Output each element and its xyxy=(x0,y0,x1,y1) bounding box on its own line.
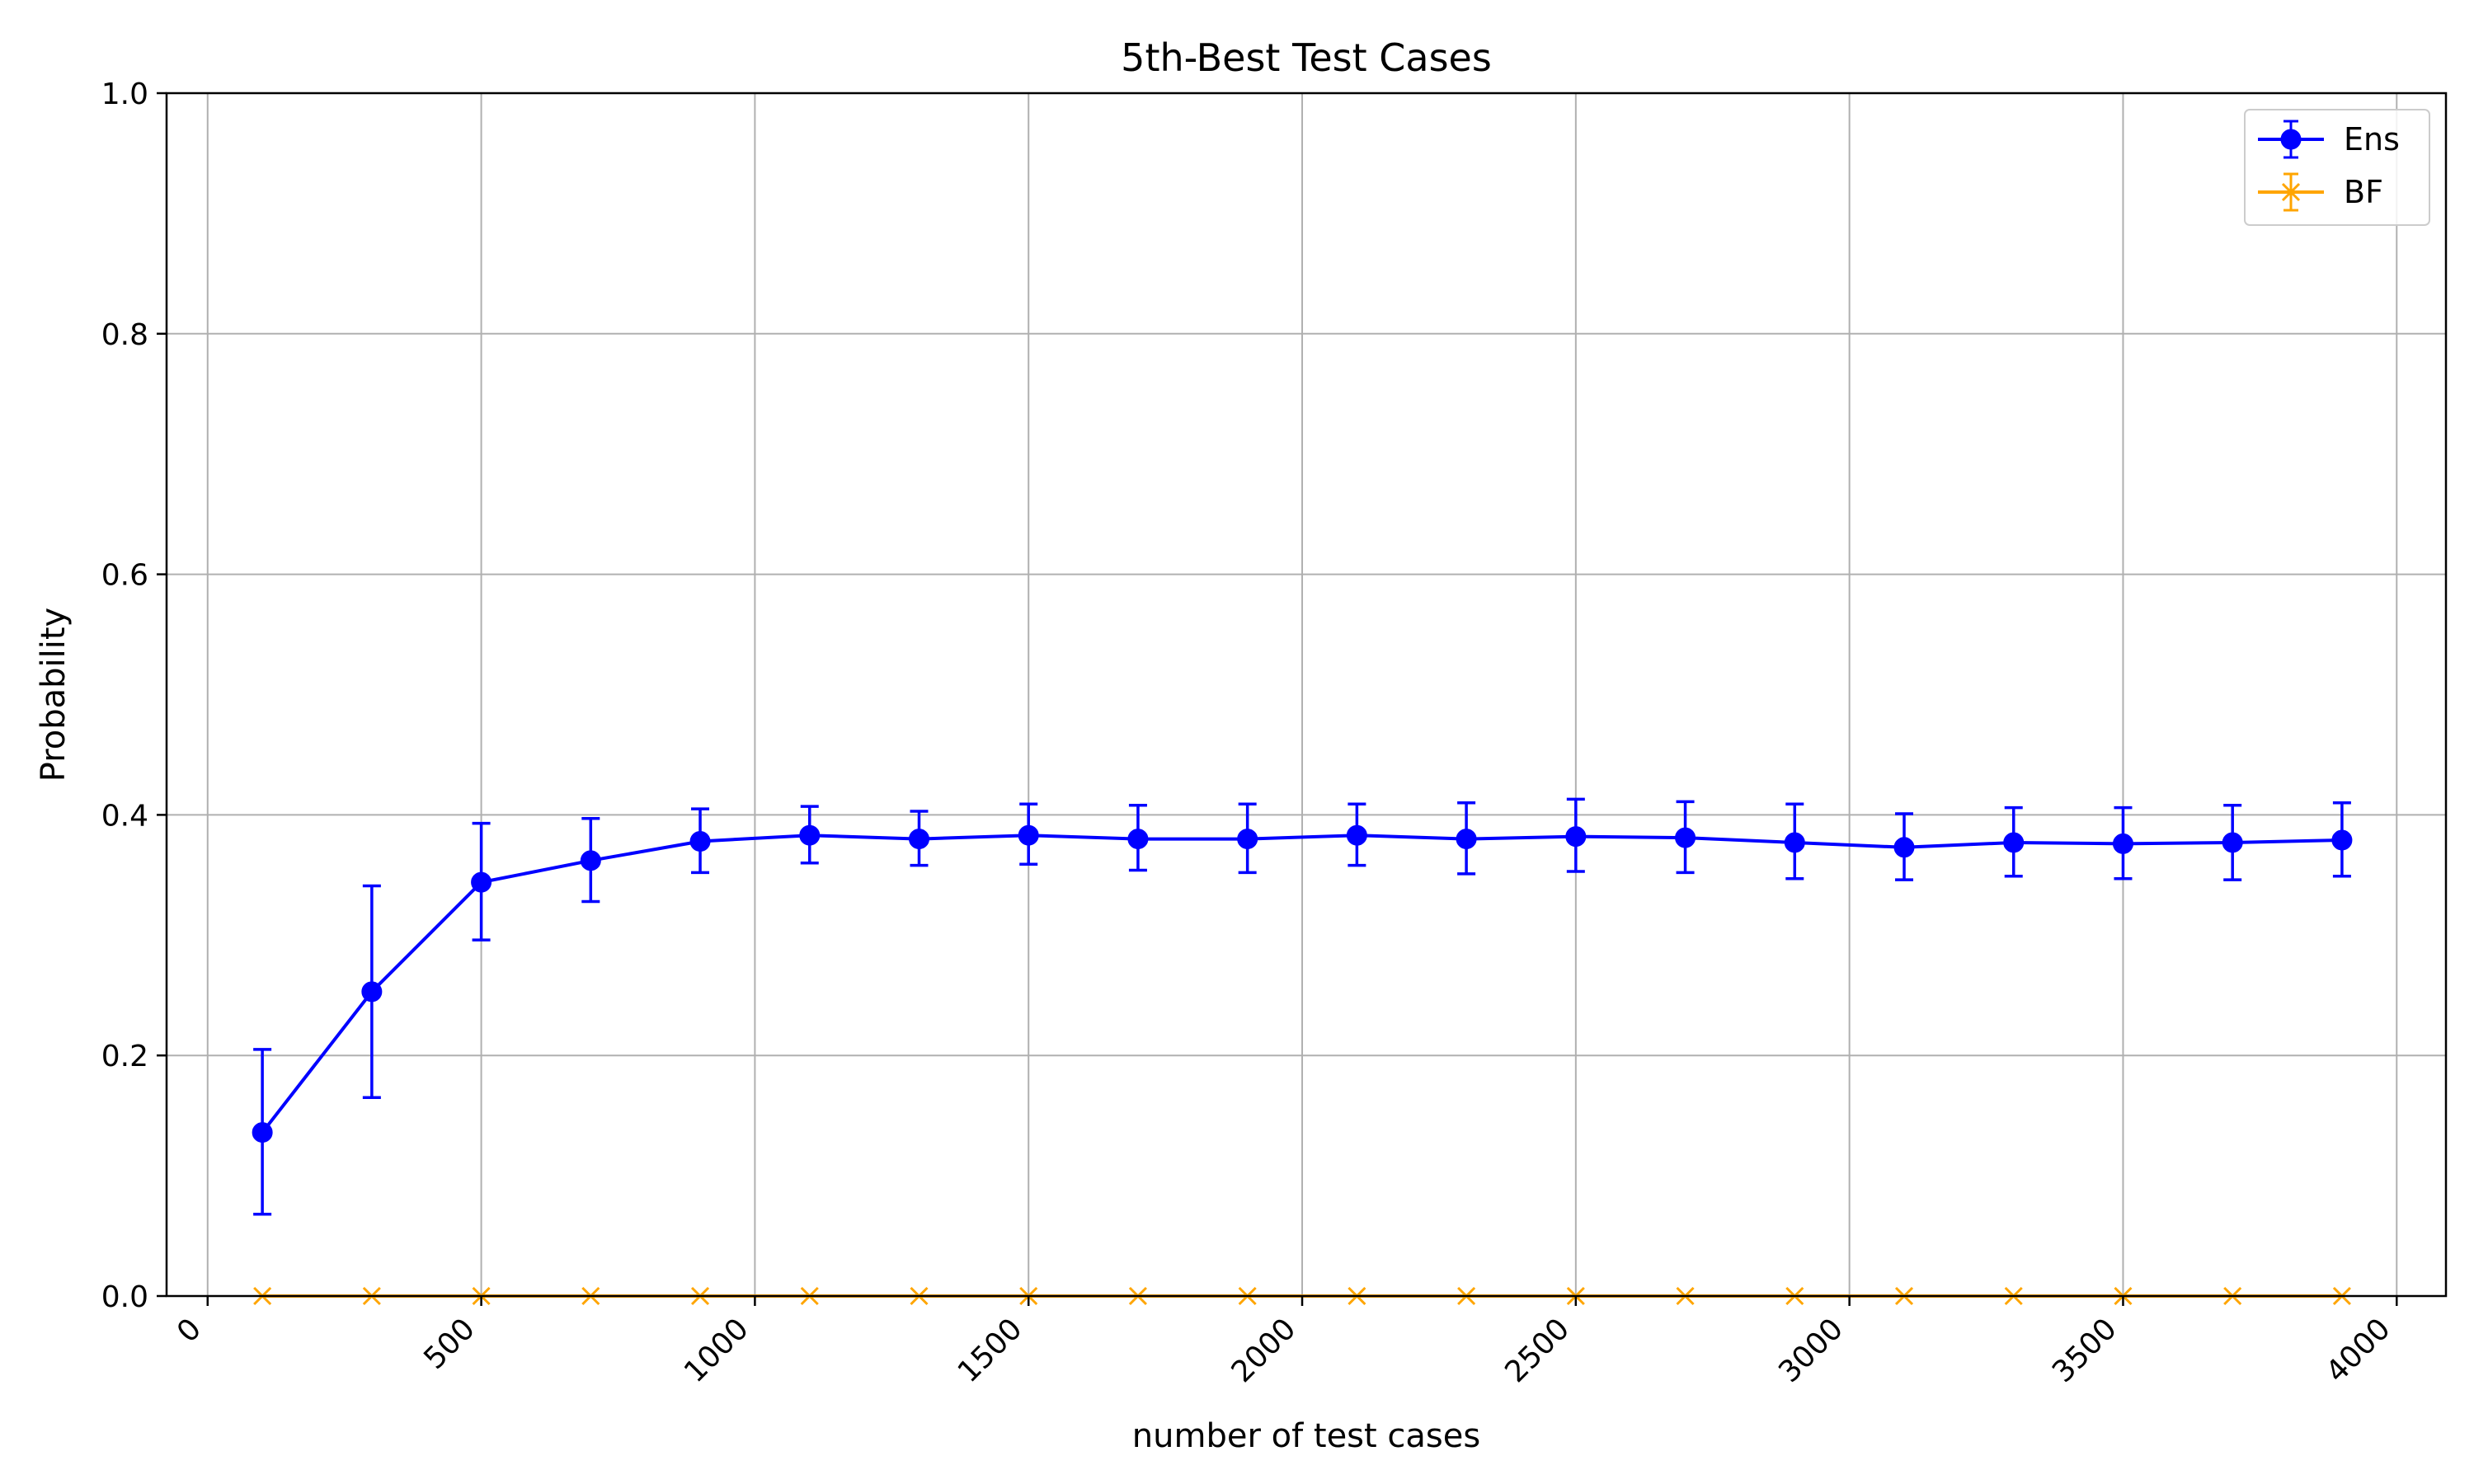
ens-point xyxy=(580,850,601,871)
ens-point xyxy=(1893,837,1915,858)
chart-title: 5th-Best Test Cases xyxy=(1121,35,1492,80)
legend-label-bf: BF xyxy=(2344,174,2383,210)
y-tick-label: 0.2 xyxy=(101,1040,148,1073)
y-tick-label: 0.4 xyxy=(101,799,148,833)
ens-point xyxy=(1675,827,1696,848)
legend-marker-ens xyxy=(2280,129,2302,150)
ens-point xyxy=(1456,829,1477,850)
y-tick-label: 1.0 xyxy=(101,77,148,111)
legend-label-ens: Ens xyxy=(2344,121,2400,157)
ens-point xyxy=(1784,832,1805,853)
ens-point xyxy=(361,981,383,1003)
ens-point xyxy=(2112,833,2133,854)
legend: Ens BF xyxy=(2244,109,2430,226)
ens-point xyxy=(1018,824,1039,846)
y-tick-label: 0.6 xyxy=(101,559,148,593)
y-tick-label: 0.0 xyxy=(101,1280,148,1314)
legend-marker-bf xyxy=(2281,182,2301,202)
ens-point xyxy=(2222,832,2243,853)
legend-box xyxy=(2244,109,2430,226)
y-tick-label: 0.8 xyxy=(101,318,148,352)
ens-point xyxy=(2331,829,2353,851)
ens-point xyxy=(908,829,929,850)
ens-point xyxy=(1565,826,1587,848)
series-ens xyxy=(252,797,2353,1216)
x-axis-label: number of test cases xyxy=(1132,1417,1480,1455)
ens-point xyxy=(689,830,711,852)
ens-point xyxy=(799,824,821,846)
ens-point xyxy=(1237,829,1258,850)
ens-point xyxy=(471,871,492,893)
y-axis-label: Probability xyxy=(35,608,73,782)
ens-line xyxy=(261,834,2342,1134)
ens-point xyxy=(2003,832,2025,853)
plot-frame xyxy=(165,92,2448,1298)
plot-series xyxy=(252,797,2353,1306)
ens-point xyxy=(1346,824,1367,846)
ens-point xyxy=(1127,829,1149,850)
ens-point xyxy=(252,1122,273,1144)
